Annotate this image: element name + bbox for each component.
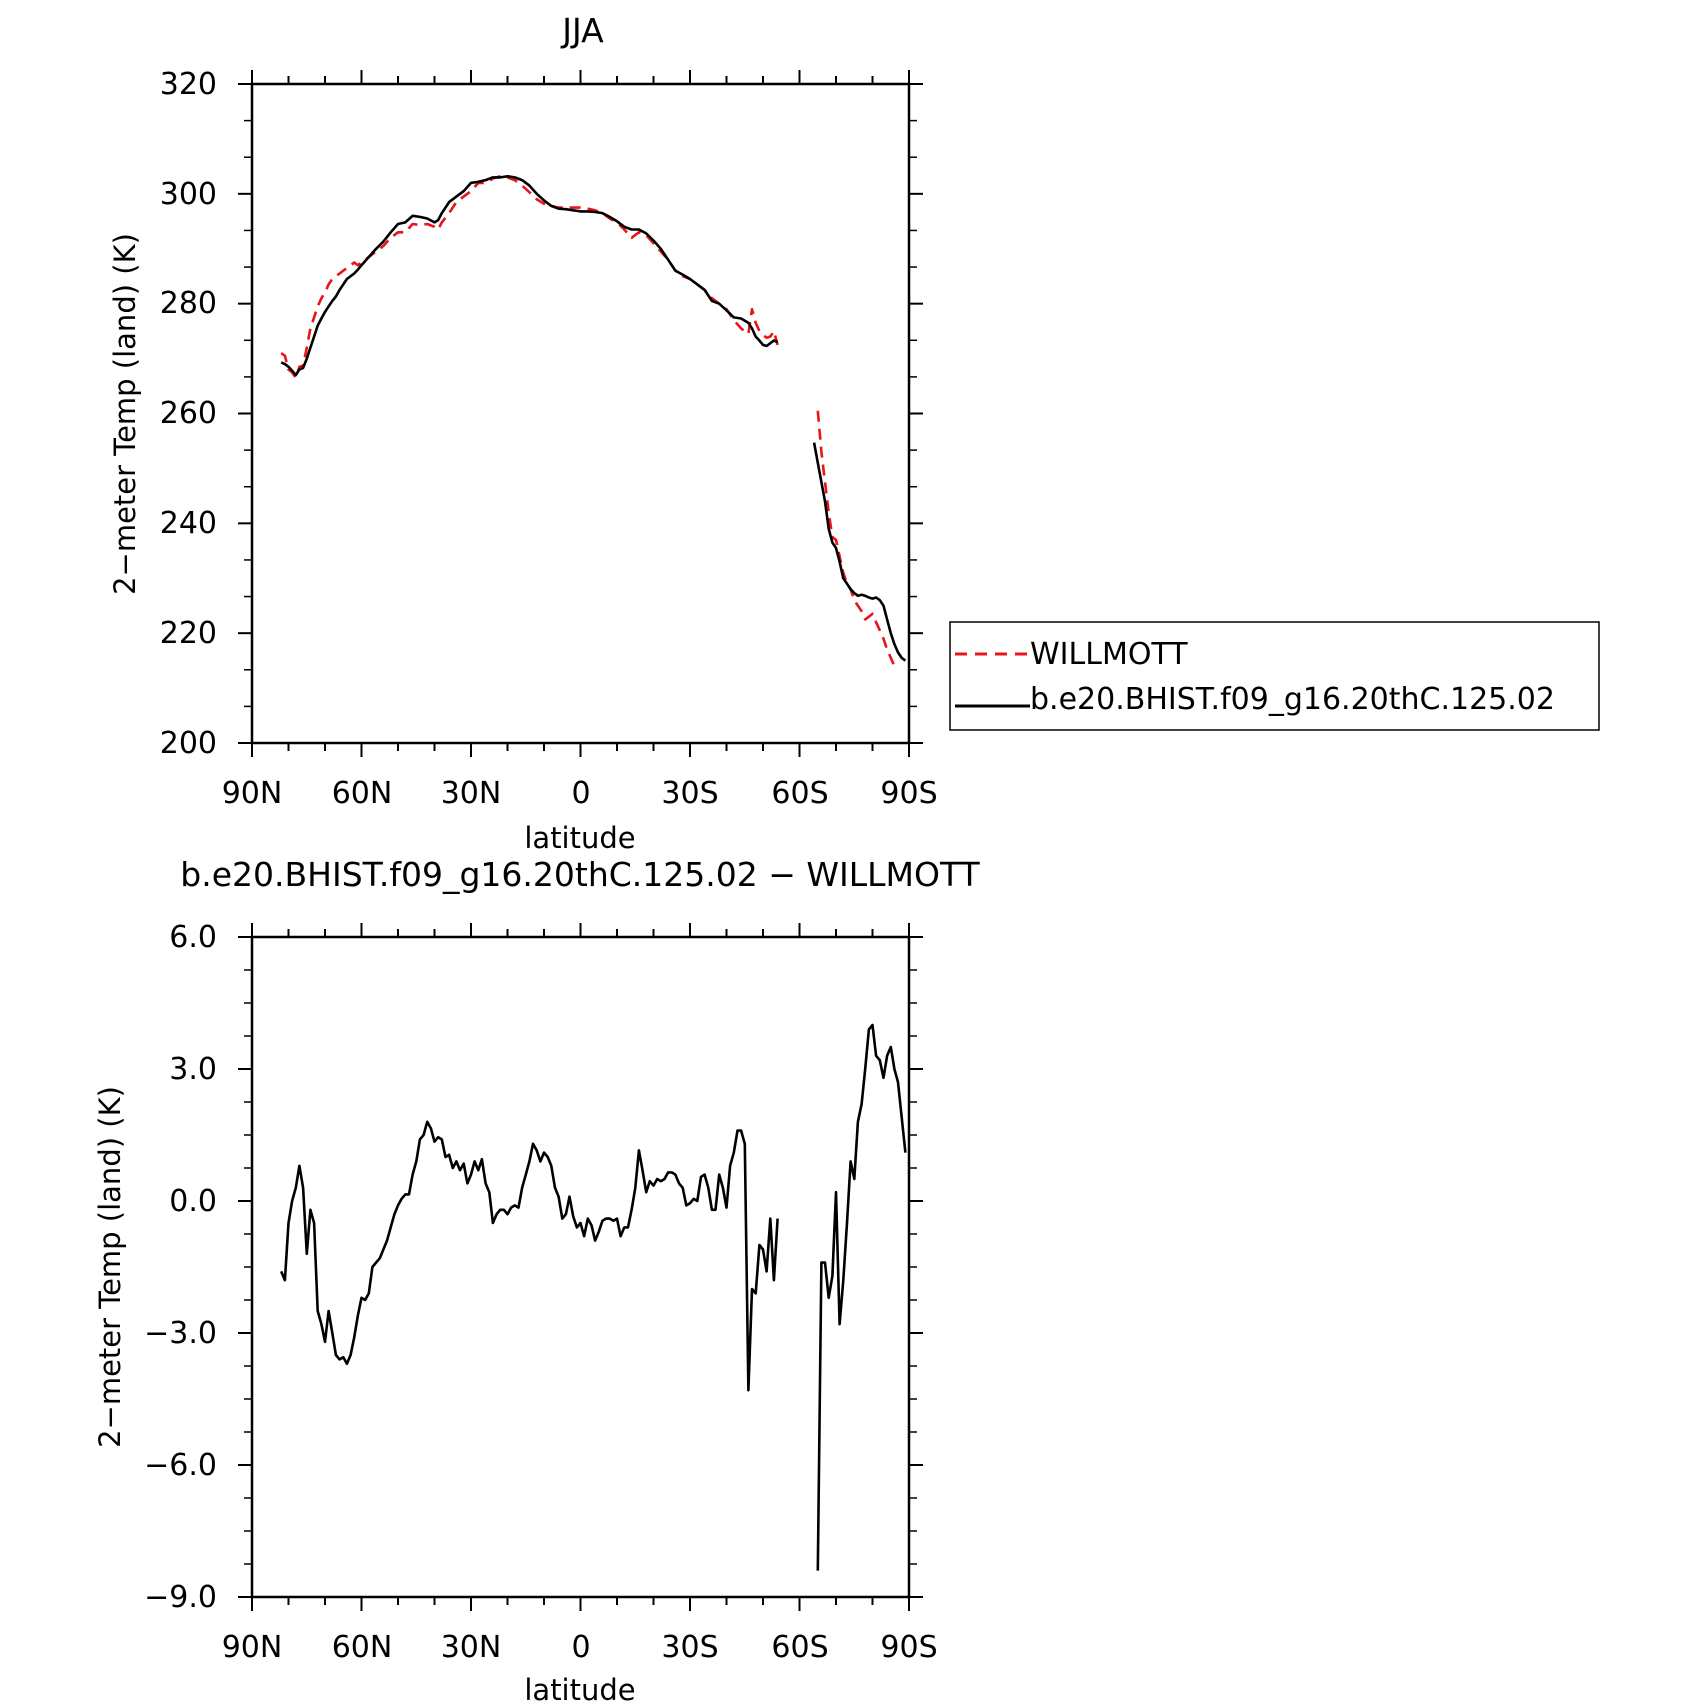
bottom-grid-ticks: [238, 923, 923, 1611]
bottom-x-tick-label: 90S: [880, 1630, 937, 1665]
top-series-1-segment-1: [812, 442, 907, 662]
top-y-tick-label: 320: [160, 67, 217, 102]
top-x-tick-label: 30S: [661, 776, 718, 811]
bottom-y-tick-label: 3.0: [169, 1052, 217, 1087]
bottom-series-lines: [280, 1023, 907, 1571]
bottom-chart-title: b.e20.BHIST.f09_g16.20thC.125.02 − WILLM…: [180, 855, 980, 894]
top-x-tick-label: 90N: [222, 776, 283, 811]
top-panel: JJA 200 220 240 260 280 300 320 90N 60N …: [108, 11, 1600, 855]
bottom-plot-frame: [250, 935, 911, 1599]
top-chart-title: JJA: [560, 11, 604, 50]
top-series-0-segment-1: [816, 410, 899, 669]
legend: WILLMOTT b.e20.BHIST.f09_g16.20thC.125.0…: [949, 621, 1600, 731]
top-x-tick-label: 60N: [332, 776, 393, 811]
bottom-x-tick-label: 60S: [771, 1630, 828, 1665]
bottom-x-tick-label: 30S: [661, 1630, 718, 1665]
top-y-tick-labels: 200 220 240 260 280 300 320: [160, 67, 217, 761]
bottom-y-tick-label: −3.0: [144, 1316, 217, 1351]
top-y-tick-label: 260: [160, 396, 217, 431]
bottom-x-tick-labels: 90N 60N 30N 0 30S 60S 90S: [222, 1630, 938, 1665]
top-y-tick-label: 220: [160, 616, 217, 651]
top-x-tick-label: 30N: [441, 776, 502, 811]
top-series-1-segment-0: [280, 175, 779, 377]
bottom-x-tick-label: 30N: [441, 1630, 502, 1665]
top-x-tick-label: 60S: [771, 776, 828, 811]
bottom-y-tick-labels: −9.0 −6.0 −3.0 0.0 3.0 6.0: [144, 920, 217, 1615]
bottom-x-tick-label: 90N: [222, 1630, 283, 1665]
bottom-x-tick-label: 0: [571, 1630, 590, 1665]
bottom-x-tick-label: 60N: [332, 1630, 393, 1665]
top-y-tick-label: 300: [160, 177, 217, 212]
top-x-tick-label: 90S: [880, 776, 937, 811]
legend-label-willmott: WILLMOTT: [1030, 637, 1188, 672]
bottom-y-axis-label: 2−meter Temp (land) (K): [93, 1086, 127, 1448]
top-y-tick-label: 280: [160, 286, 217, 321]
top-series-lines: [280, 175, 907, 669]
top-y-tick-label: 200: [160, 726, 217, 761]
bottom-y-tick-label: −9.0: [144, 1580, 217, 1615]
bottom-series-0-segment-1: [816, 1023, 907, 1571]
bottom-y-tick-label: 0.0: [169, 1184, 217, 1219]
top-y-axis-label: 2−meter Temp (land) (K): [108, 233, 142, 595]
top-x-tick-label: 0: [571, 776, 590, 811]
top-x-tick-labels: 90N 60N 30N 0 30S 60S 90S: [222, 776, 938, 811]
bottom-x-axis-label: latitude: [524, 1673, 635, 1702]
bottom-series-0-segment-0: [280, 1120, 779, 1392]
bottom-panel: b.e20.BHIST.f09_g16.20thC.125.02 − WILLM…: [93, 855, 981, 1702]
bottom-y-tick-label: 6.0: [169, 920, 217, 955]
top-grid-ticks: [238, 70, 923, 757]
top-x-axis-label: latitude: [524, 821, 635, 855]
legend-label-model: b.e20.BHIST.f09_g16.20thC.125.02: [1030, 682, 1555, 717]
top-y-tick-label: 240: [160, 506, 217, 541]
legend-box: [949, 621, 1600, 731]
top-plot-frame: [250, 82, 911, 745]
top-series-0-segment-0: [280, 175, 779, 380]
bottom-y-tick-label: −6.0: [144, 1448, 217, 1483]
